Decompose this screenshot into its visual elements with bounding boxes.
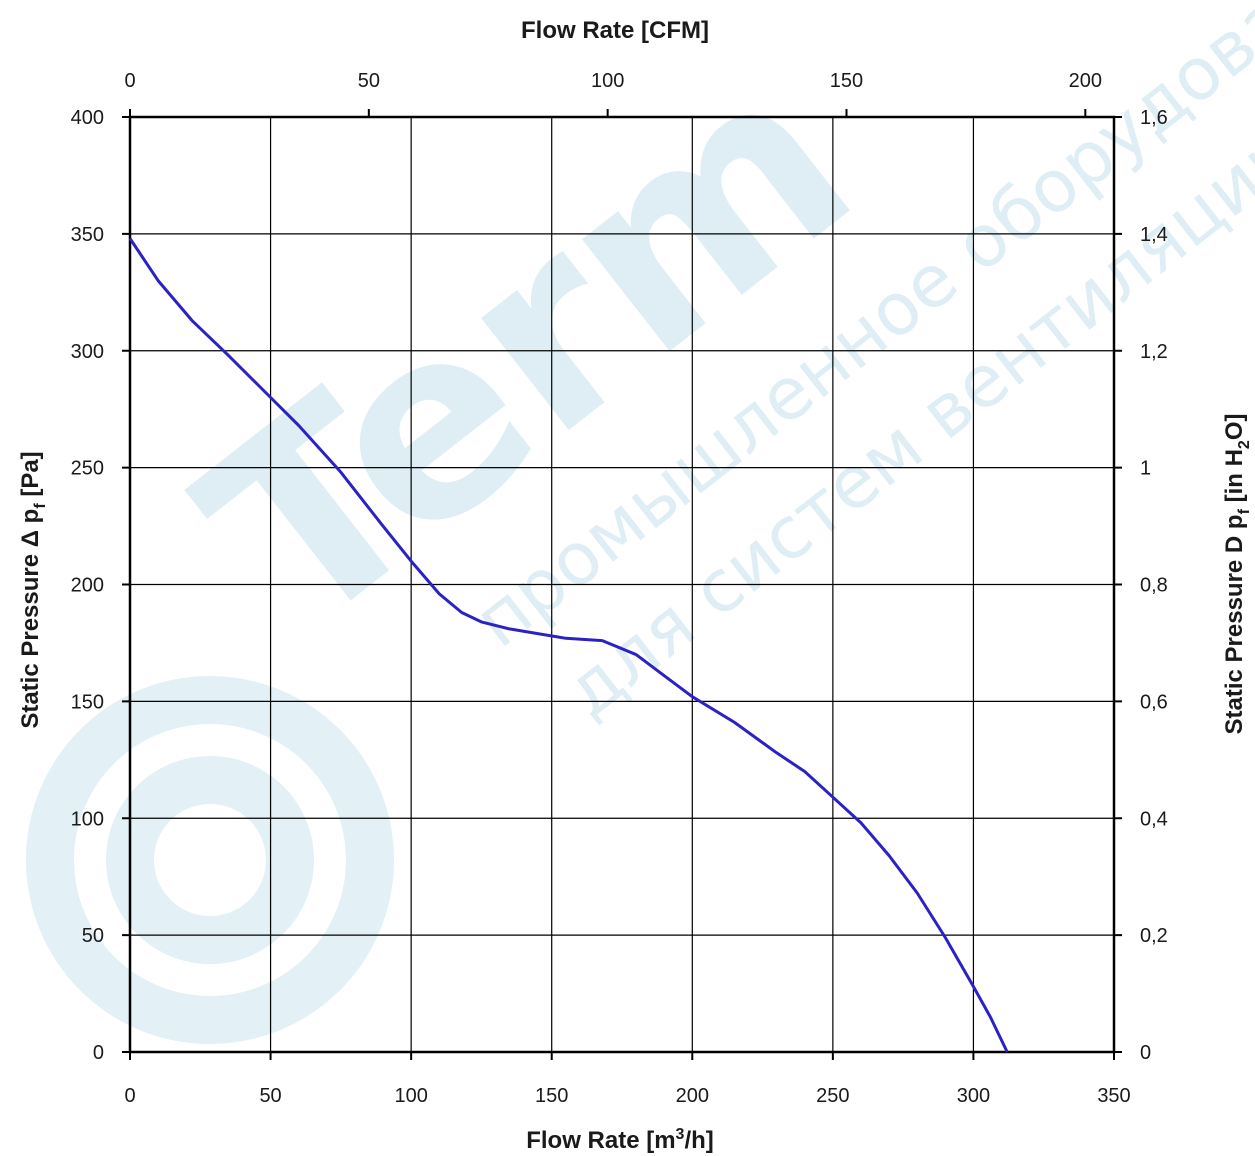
right-tick-label: 1 [1140, 458, 1151, 480]
x-tick-label: 150 [535, 1085, 568, 1107]
y-tick-label: 400 [71, 107, 104, 129]
x-tick-label: 100 [394, 1085, 427, 1107]
y-tick-label: 350 [71, 224, 104, 246]
top-tick-label: 0 [124, 70, 135, 92]
watermark-logo [50, 700, 370, 1020]
y-tick-label: 50 [82, 925, 104, 947]
right-tick-label: 0,6 [1140, 691, 1168, 713]
x-tick-label: 300 [957, 1085, 990, 1107]
y-tick-label: 300 [71, 341, 104, 363]
x-axis-bottom-title: Flow Rate [m3/h] [526, 1126, 714, 1154]
right-tick-label: 0 [1140, 1042, 1151, 1064]
right-tick-label: 0,4 [1140, 808, 1168, 830]
x-tick-label: 250 [816, 1085, 849, 1107]
right-tick-label: 1,6 [1140, 107, 1168, 129]
y-tick-label: 100 [71, 808, 104, 830]
y-tick-label: 200 [71, 575, 104, 597]
y-tick-label: 250 [71, 458, 104, 480]
top-tick-label: 100 [591, 70, 624, 92]
top-tick-label: 200 [1069, 70, 1102, 92]
x-tick-label: 50 [259, 1085, 281, 1107]
right-tick-label: 0,2 [1140, 925, 1168, 947]
top-tick-label: 50 [358, 70, 380, 92]
y-axis-left-title: Static Pressure Δ pf [Pa] [17, 451, 49, 728]
top-tick-label: 150 [830, 70, 863, 92]
right-tick-label: 1,4 [1140, 224, 1168, 246]
y-tick-label: 0 [93, 1042, 104, 1064]
y-tick-label: 150 [71, 691, 104, 713]
watermark: Term промышленное оборудование для систе… [50, 0, 1255, 1020]
right-tick-label: 1,2 [1140, 341, 1168, 363]
x-axis-top-title: Flow Rate [CFM] [521, 17, 709, 44]
x-tick-label: 350 [1097, 1085, 1130, 1107]
right-tick-label: 0,8 [1140, 575, 1168, 597]
x-tick-label: 200 [676, 1085, 709, 1107]
y-axis-right-title: Static Pressure D pf [in H2O] [1221, 414, 1253, 735]
x-tick-label: 0 [124, 1085, 135, 1107]
